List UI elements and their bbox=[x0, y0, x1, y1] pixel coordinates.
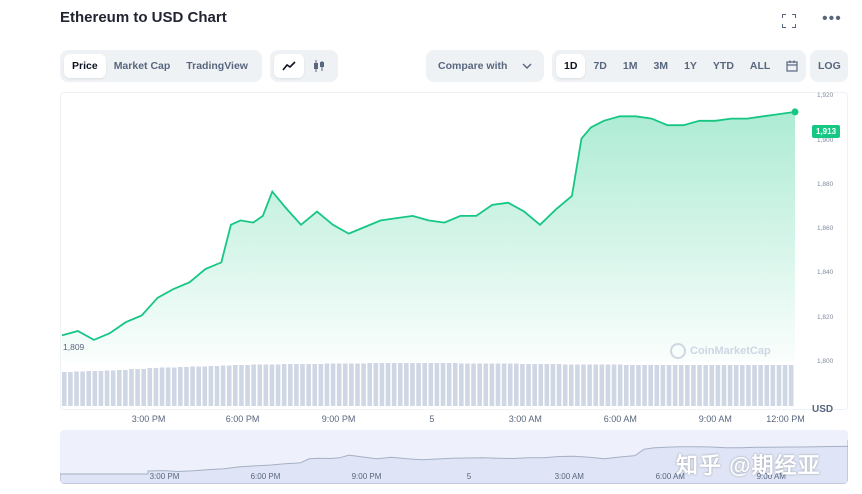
compare-dropdown[interactable]: Compare with bbox=[426, 50, 544, 82]
coinmarketcap-logo-icon bbox=[670, 343, 686, 359]
more-options-icon[interactable]: ••• bbox=[822, 10, 842, 27]
range-navigator[interactable] bbox=[60, 430, 848, 484]
range-all[interactable]: ALL bbox=[749, 60, 771, 72]
fullscreen-icon[interactable] bbox=[782, 14, 796, 28]
range-7d[interactable]: 7D bbox=[593, 60, 607, 72]
coinmarketcap-watermark: CoinMarketCap bbox=[670, 343, 771, 359]
x-axis-tick-label: 6:00 AM bbox=[603, 414, 637, 424]
currency-label: USD bbox=[812, 404, 834, 415]
log-toggle-group: LOG bbox=[810, 50, 848, 82]
calendar-icon[interactable] bbox=[778, 54, 806, 78]
navigator-tick-label: 9:00 AM bbox=[756, 472, 786, 481]
navigator-tick-label: 9:00 PM bbox=[351, 472, 382, 481]
chart-type-group bbox=[270, 50, 338, 82]
x-axis-tick-label: 9:00 AM bbox=[698, 414, 732, 424]
navigator-tick-label: 6:00 PM bbox=[250, 472, 281, 481]
y-axis-tick-label: 1,880 bbox=[817, 180, 834, 188]
range-3m[interactable]: 3M bbox=[653, 60, 669, 72]
y-axis-tick-label: 1,800 bbox=[817, 358, 834, 365]
zhihu-watermark: 知乎 @期经亚 bbox=[676, 453, 821, 478]
tab-tradingview[interactable]: TradingView bbox=[186, 60, 248, 72]
navigator-tick-label: 5 bbox=[466, 472, 472, 481]
x-axis-tick-label: 9:00 PM bbox=[321, 414, 356, 424]
compare-label: Compare with bbox=[438, 60, 508, 72]
view-tab-group: Price Market Cap TradingView bbox=[60, 50, 262, 82]
start-price-label: 1,809 bbox=[63, 342, 85, 352]
x-axis-tick-label: 3:00 PM bbox=[131, 414, 166, 424]
line-chart-icon[interactable] bbox=[274, 54, 304, 78]
page-title: Ethereum to USD Chart bbox=[60, 9, 227, 26]
range-ytd[interactable]: YTD bbox=[712, 60, 734, 72]
navigator-line bbox=[60, 440, 848, 484]
range-1m[interactable]: 1M bbox=[622, 60, 638, 72]
navigator-tick-label: 3:00 PM bbox=[149, 472, 180, 481]
y-axis-tick-label: 1,820 bbox=[817, 313, 834, 321]
y-axis-tick-label: 1,860 bbox=[817, 225, 834, 233]
x-axis-tick-label: 6:00 PM bbox=[225, 414, 260, 424]
y-axis-tick-label: 1,840 bbox=[817, 269, 834, 277]
range-1y[interactable]: 1Y bbox=[684, 60, 697, 72]
watermark-text: CoinMarketCap bbox=[690, 345, 771, 357]
chart-area bbox=[60, 92, 848, 410]
range-1d[interactable]: 1D bbox=[556, 54, 586, 78]
y-axis-tick-label: 1,900 bbox=[817, 136, 834, 144]
x-axis-tick-label: 5 bbox=[429, 414, 435, 424]
x-axis-tick-label: 12:00 PM bbox=[766, 414, 805, 424]
tab-market-cap[interactable]: Market Cap bbox=[113, 60, 171, 72]
chevron-down-icon bbox=[522, 63, 532, 69]
tab-price[interactable]: Price bbox=[64, 54, 106, 78]
y-axis-tick-label: 1,920 bbox=[817, 92, 834, 100]
navigator-tick-label: 3:00 AM bbox=[554, 472, 584, 481]
range-group: 1D 7D 1M 3M 1Y YTD ALL bbox=[552, 50, 806, 82]
current-price-tag: 1,913 bbox=[812, 125, 841, 138]
log-scale-toggle[interactable]: LOG bbox=[818, 60, 841, 72]
x-axis-tick-label: 3:00 AM bbox=[508, 414, 542, 424]
navigator-tick-label: 6:00 AM bbox=[655, 472, 685, 481]
candlestick-icon[interactable] bbox=[304, 54, 334, 78]
